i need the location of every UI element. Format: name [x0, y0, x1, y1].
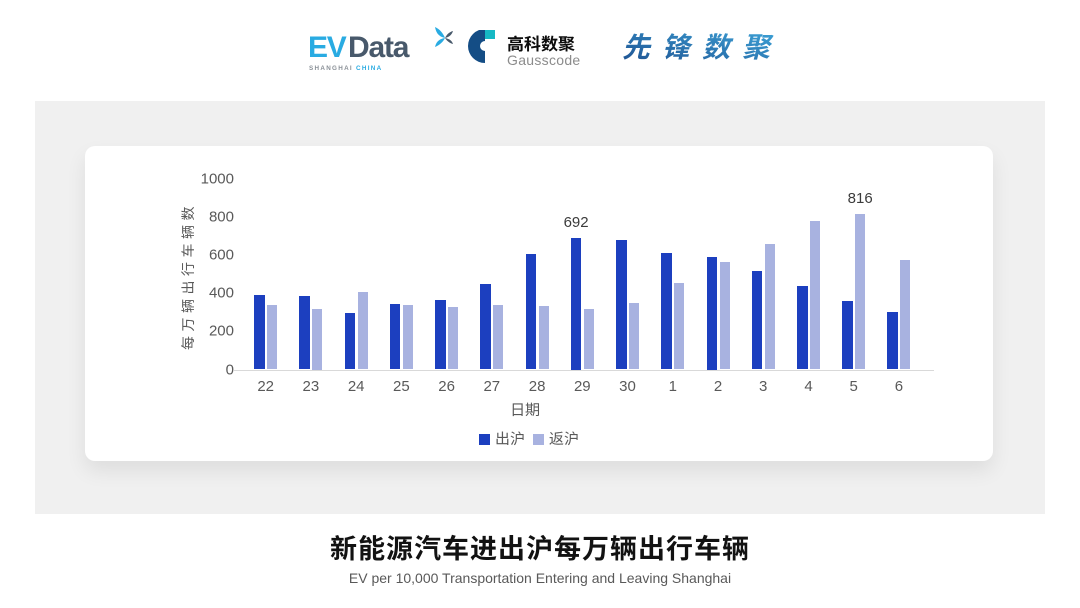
svg-text:Gausscode: Gausscode [507, 52, 581, 68]
svg-text:SHANGHAI CHINA: SHANGHAI CHINA [309, 65, 383, 72]
svg-text:Data: Data [348, 31, 410, 64]
svg-text:先锋数聚: 先锋数聚 [622, 26, 782, 66]
svg-text:EV: EV [309, 31, 347, 64]
